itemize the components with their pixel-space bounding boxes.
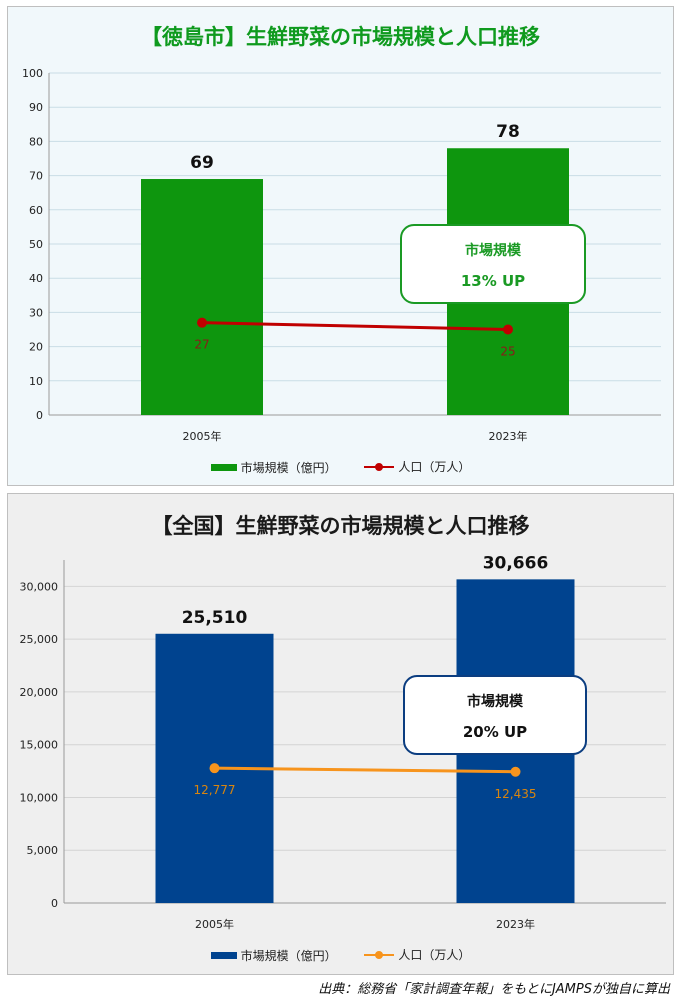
population-data-label: 25 [500, 345, 515, 359]
legend-label: 市場規模（億円） [240, 460, 337, 475]
chart-title: 【全国】生鮮野菜の市場規模と人口推移 [151, 514, 530, 538]
legend: 市場規模（億円） 人口（万人） [8, 946, 673, 964]
population-point [209, 763, 220, 774]
y-tick-label: 90 [29, 101, 43, 114]
legend-swatch-line [364, 462, 395, 471]
y-tick-label: 0 [36, 409, 43, 422]
population-point [197, 317, 207, 328]
bar-data-label: 69 [190, 153, 214, 173]
y-tick-label: 70 [29, 170, 43, 183]
source-note: 出典：総務省「家計調査年報」をもとにJAMPSが独自に算出 [318, 982, 670, 997]
y-tick-label: 25,000 [20, 633, 59, 646]
x-tick-label: 2023年 [489, 429, 528, 443]
population-line [201, 321, 509, 331]
legend-item-market: 市場規模（億円） [210, 947, 337, 964]
y-tick-label: 10 [29, 375, 43, 388]
x-tick-label: 2005年 [183, 429, 222, 443]
callout-label: 市場規模 [467, 694, 523, 710]
callout-value: 20% UP [462, 723, 528, 741]
y-tick-label: 40 [29, 272, 43, 285]
y-tick-label: 20 [29, 341, 43, 354]
population-point [503, 324, 513, 335]
y-tick-label: 50 [29, 238, 43, 251]
y-tick-label: 20,000 [20, 686, 59, 699]
legend-label: 人口（万人） [398, 460, 471, 474]
legend: 市場規模（億円） 人口（万人） [8, 458, 673, 476]
callout-label: 市場規模 [465, 243, 521, 259]
population-data-label: 27 [194, 338, 209, 352]
y-tick-label: 30 [29, 306, 43, 319]
y-tick-label: 80 [29, 135, 43, 148]
legend-item-population: 人口（万人） [364, 946, 470, 963]
legend-swatch-bar [210, 463, 237, 471]
y-tick-label: 60 [29, 204, 43, 217]
bar-data-label: 78 [496, 122, 520, 142]
legend-item-population: 人口（万人） [364, 458, 470, 475]
legend-swatch-bar [210, 951, 237, 959]
growth-callout: 市場規模 13% UP [400, 224, 586, 304]
y-tick-label: 100 [22, 67, 43, 80]
x-tick-label: 2023年 [496, 917, 535, 931]
population-point [510, 766, 521, 777]
y-tick-label: 15,000 [20, 739, 59, 752]
bar-data-label: 30,666 [483, 553, 549, 573]
y-tick-label: 10,000 [20, 791, 59, 804]
legend-label: 人口（万人） [398, 948, 471, 962]
growth-callout: 市場規模 20% UP [403, 675, 587, 755]
y-tick-label: 5,000 [27, 844, 59, 857]
population-data-label: 12,777 [194, 783, 236, 797]
y-tick-label: 30,000 [20, 580, 59, 593]
y-tick-label: 0 [51, 897, 58, 910]
callout-value: 13% UP [460, 272, 526, 290]
chart-panel-national: 0 5,000 10,000 15,000 20,000 25,000 30,000 2005… [7, 493, 674, 975]
chart-title: 【徳島市】生鮮野菜の市場規模と人口推移 [141, 25, 540, 49]
chart-panel-tokushima: 0 10 20 30 40 50 60 70 80 90 100 2005年 2023年 69 78 27 25… [7, 6, 674, 486]
bar-data-label: 25,510 [182, 608, 248, 628]
population-line [214, 766, 516, 774]
x-tick-label: 2005年 [195, 917, 234, 931]
bar [141, 179, 263, 415]
legend-label: 市場規模（億円） [240, 948, 337, 963]
legend-item-market: 市場規模（億円） [210, 459, 337, 476]
legend-swatch-line [364, 950, 395, 959]
population-data-label: 12,435 [495, 787, 537, 801]
